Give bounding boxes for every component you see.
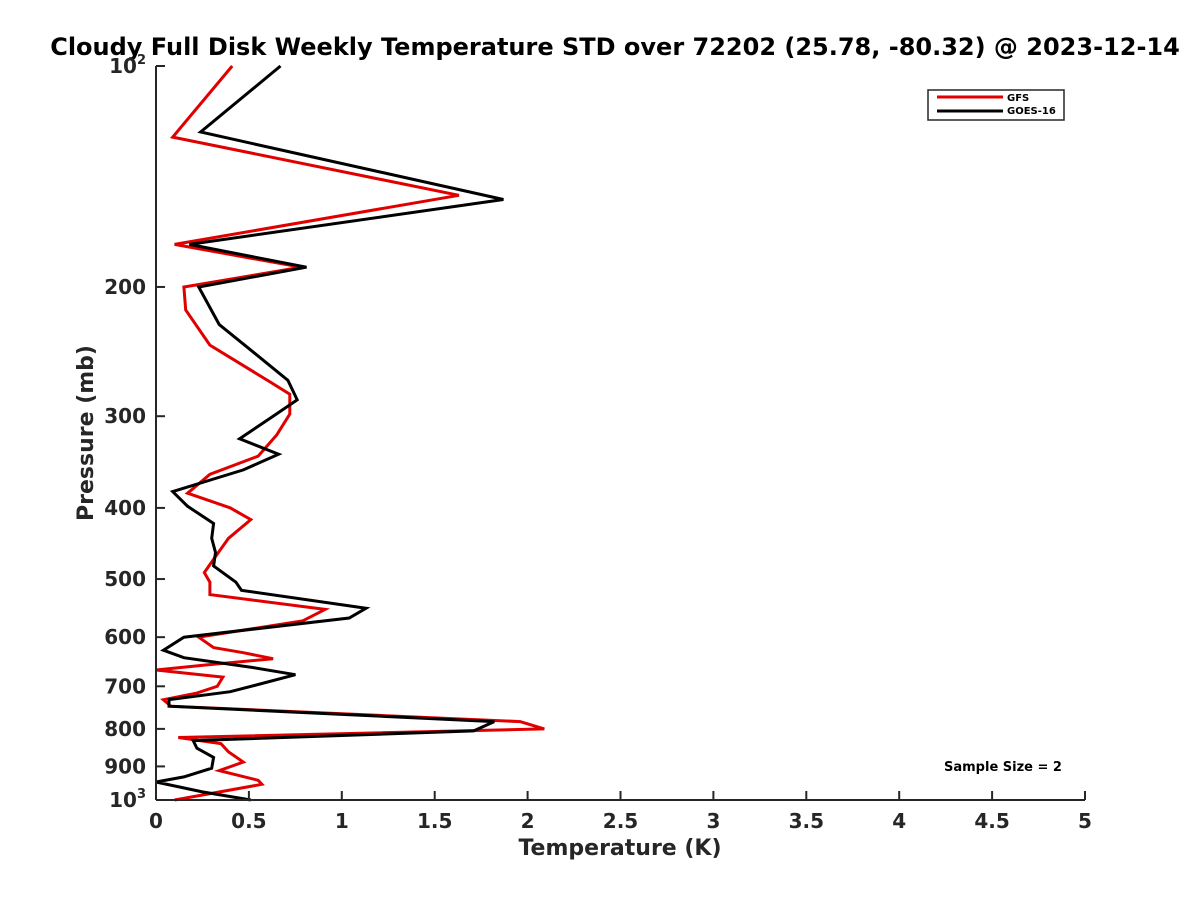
y-tick-label: 200 — [104, 275, 146, 299]
y-tick-label: 500 — [104, 567, 146, 591]
y-tick-label: 900 — [104, 754, 146, 778]
x-tick-label: 2.5 — [603, 809, 638, 833]
x-tick-label: 0 — [149, 809, 163, 833]
legend-label-gfs: GFS — [1007, 93, 1029, 104]
x-axis-ticks: 0 0.5 1 1.5 2 2.5 3 3.5 4 4.5 5 — [149, 791, 1092, 833]
series-line-gfs — [155, 65, 545, 802]
chart-title: Cloudy Full Disk Weekly Temperature STD … — [50, 33, 1180, 61]
x-tick-label: 0.5 — [231, 809, 266, 833]
y-axis-label: Pressure (mb) — [74, 345, 99, 521]
x-tick-label: 4.5 — [974, 809, 1009, 833]
y-tick-label: 400 — [104, 496, 146, 520]
x-tick-label: 1.5 — [417, 809, 452, 833]
y-tick-label: 700 — [104, 674, 146, 698]
x-tick-label: 1 — [335, 809, 349, 833]
x-tick-label: 3 — [706, 809, 720, 833]
x-axis-label: Temperature (K) — [518, 836, 721, 861]
legend-label-goes16: GOES-16 — [1007, 106, 1056, 117]
y-axis-ticks: 102 200 300 400 500 600 700 800 900 103 — [104, 53, 165, 812]
legend: GFS GOES-16 — [927, 89, 1065, 121]
y-tick-label: 600 — [104, 625, 146, 649]
plot-lines — [155, 64, 545, 802]
series-line-goes-16 — [155, 64, 504, 802]
y-tick-label: 800 — [104, 717, 146, 741]
y-tick-label: 103 — [109, 787, 146, 812]
x-tick-label: 2 — [521, 809, 535, 833]
axes — [155, 66, 1085, 801]
x-tick-label: 3.5 — [789, 809, 824, 833]
sample-size-annotation: Sample Size = 2 — [944, 760, 1062, 775]
x-tick-label: 4 — [892, 809, 906, 833]
x-tick-label: 5 — [1078, 809, 1092, 833]
legend-box — [927, 89, 1065, 121]
y-tick-label: 300 — [104, 404, 146, 428]
y-tick-label: 102 — [109, 53, 146, 78]
